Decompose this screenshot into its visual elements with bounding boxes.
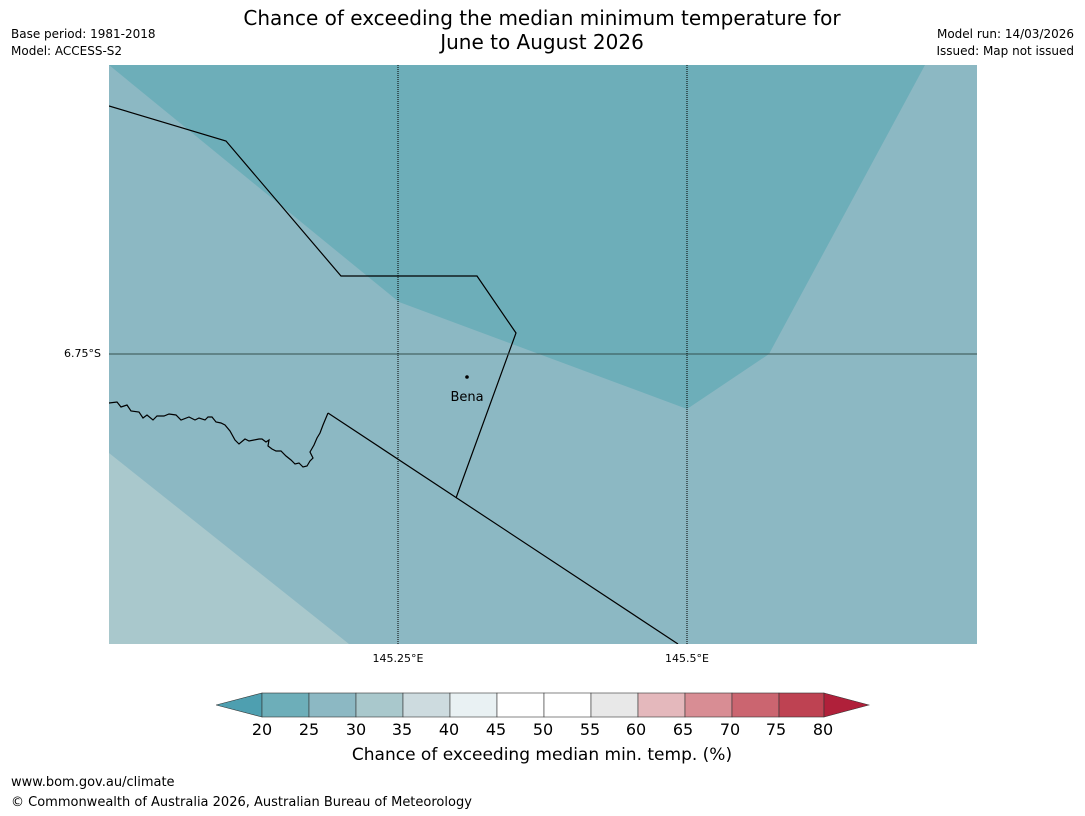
colorbar-swatch-35-40: [402, 692, 451, 718]
colorbar-title: Chance of exceeding median min. temp. (%…: [351, 745, 733, 765]
colorbar-tick-70: 70: [719, 720, 741, 739]
map-title-line2: June to August 2026: [440, 30, 644, 54]
colorbar-tick-40: 40: [438, 720, 460, 739]
colorbar-tick-50: 50: [532, 720, 554, 739]
metadata-right: Model run: 14/03/2026 Issued: Map not is…: [936, 26, 1074, 60]
colorbar-tick-30: 30: [345, 720, 367, 739]
colorbar-swatch-75-80: [778, 692, 825, 718]
colorbar-tick-60: 60: [625, 720, 647, 739]
colorbar-tick-55: 55: [579, 720, 601, 739]
province-boundary-south: [327, 412, 679, 644]
model-run-text: Model run: 14/03/2026: [936, 27, 1074, 41]
forecast-map: Bena: [109, 65, 977, 644]
longitude-tick-label-1: 145.25°E: [372, 652, 424, 665]
colorbar-swatch-45-50: [496, 692, 545, 718]
colorbar-tick-45: 45: [485, 720, 507, 739]
colorbar-swatch-50-55: [543, 692, 592, 718]
issued-text: Issued: Map not issued: [936, 44, 1074, 58]
colorbar-tick-35: 35: [391, 720, 413, 739]
colorbar-swatch-20-25: [261, 692, 310, 718]
map-title: Chance of exceeding the median minimum t…: [142, 6, 942, 54]
map-title-line1: Chance of exceeding the median minimum t…: [243, 6, 841, 30]
town-marker-bena: [465, 375, 469, 379]
colorbar-tick-25: 25: [298, 720, 320, 739]
colorbar-swatch-40-45: [449, 692, 498, 718]
colorbar-tick-80: 80: [812, 720, 834, 739]
colorbar-tick-65: 65: [672, 720, 694, 739]
colorbar-swatch-25-30: [308, 692, 357, 718]
model-text: Model: ACCESS-S2: [11, 44, 123, 58]
latitude-tick-label: 6.75°S: [64, 347, 101, 360]
metadata-left: Base period: 1981-2018 Model: ACCESS-S2: [11, 26, 156, 60]
probability-region-20-25: [109, 65, 925, 409]
colorbar: [216, 692, 870, 718]
town-label-bena: Bena: [450, 390, 483, 405]
colorbar-swatch-60-65: [637, 692, 686, 718]
colorbar-tick-75: 75: [765, 720, 787, 739]
longitude-tick-label-2: 145.5°E: [665, 652, 709, 665]
website-link[interactable]: www.bom.gov.au/climate: [11, 775, 175, 790]
colorbar-arrow-above-80: [823, 692, 870, 718]
colorbar-swatch-70-75: [731, 692, 780, 718]
colorbar-swatch-55-60: [590, 692, 639, 718]
colorbar-tick-20: 20: [251, 720, 273, 739]
copyright-text: © Commonwealth of Australia 2026, Austra…: [11, 795, 472, 810]
colorbar-swatch-30-35: [355, 692, 404, 718]
base-period-text: Base period: 1981-2018: [11, 27, 156, 41]
colorbar-swatch-65-70: [684, 692, 733, 718]
colorbar-arrow-below-20: [216, 692, 263, 718]
probability-region-30-35: [109, 453, 349, 644]
coastline: [109, 401, 329, 468]
province-boundary: [109, 105, 517, 499]
